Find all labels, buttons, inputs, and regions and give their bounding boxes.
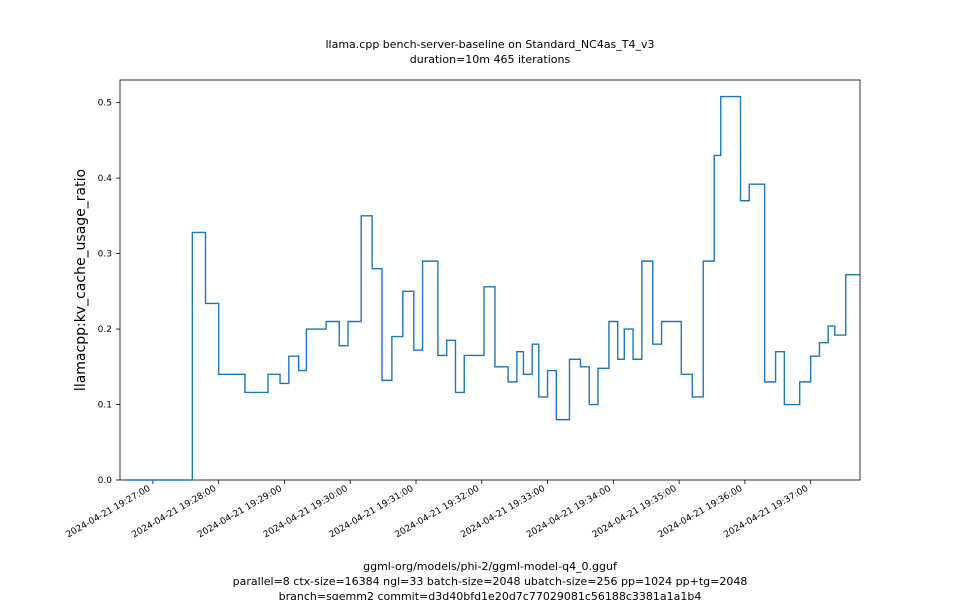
y-tick-label: 0.1 bbox=[98, 401, 112, 411]
footer-line3: branch=sgemm2 commit=d3d40bfd1e20d7c7702… bbox=[279, 590, 702, 600]
footer-line2: parallel=8 ctx-size=16384 ngl=33 batch-s… bbox=[233, 575, 748, 588]
footer-line1: ggml-org/models/phi-2/ggml-model-q4_0.gg… bbox=[363, 560, 618, 573]
chart-background bbox=[0, 0, 960, 600]
y-tick-label: 0.4 bbox=[98, 174, 113, 184]
y-tick-label: 0.3 bbox=[98, 250, 112, 260]
chart-title-line2: duration=10m 465 iterations bbox=[410, 53, 571, 66]
y-tick-label: 0.5 bbox=[98, 99, 112, 109]
chart-svg: llama.cpp bench-server-baseline on Stand… bbox=[0, 0, 960, 600]
chart-container: llama.cpp bench-server-baseline on Stand… bbox=[0, 0, 960, 600]
y-tick-label: 0.0 bbox=[98, 476, 113, 486]
y-tick-label: 0.2 bbox=[98, 325, 112, 335]
chart-title-line1: llama.cpp bench-server-baseline on Stand… bbox=[325, 38, 654, 51]
y-axis-label: llamacpp:kv_cache_usage_ratio bbox=[73, 169, 89, 391]
